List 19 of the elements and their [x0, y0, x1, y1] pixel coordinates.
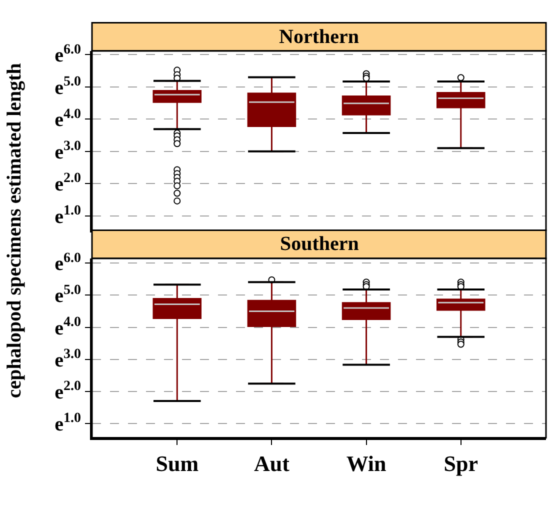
y-tick-label: e$^{3.0}$	[54, 346, 81, 372]
chart-title: Southern	[280, 233, 359, 255]
x-tick-label: Spr	[444, 451, 478, 476]
y-tick-label: e$^{3.0}$	[54, 138, 81, 164]
x-tick-label: Sum	[156, 451, 199, 476]
y-tick-label: e$^{2.0}$	[54, 171, 81, 196]
y-tick-label: e$^{4.0}$	[54, 314, 81, 340]
y-tick-label: e$^{2.0}$	[54, 378, 81, 404]
x-tick-label: Win	[346, 451, 386, 476]
chart-title: Northern	[279, 26, 359, 48]
y-tick-label: e$^{5.0}$	[54, 74, 81, 99]
y-tick-label: e$^{1.0}$	[54, 203, 81, 228]
y-tick-label: e$^{4.0}$	[54, 106, 81, 132]
y-tick-label: e$^{5.0}$	[54, 282, 81, 308]
x-tick-label: Aut	[254, 451, 290, 476]
y-tick-label: e$^{1.0}$	[54, 410, 81, 436]
y-tick-label: e$^{6.0}$	[54, 250, 81, 276]
y-tick-label: e$^{6.0}$	[54, 42, 81, 67]
y-axis-title: cephalopod specimens estimated length	[4, 63, 26, 398]
